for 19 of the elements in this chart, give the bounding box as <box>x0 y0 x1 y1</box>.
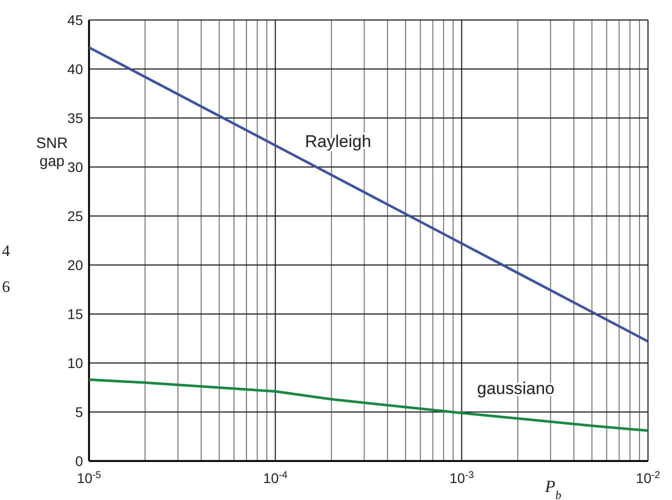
x-tick-label: 10$^{-4}$ <box>263 470 288 486</box>
x-tick-label: 10$^{-2}$ <box>636 470 660 486</box>
y-tick-label: 20 <box>67 257 84 273</box>
x-tick-label: 10$^{-3}$ <box>450 470 474 486</box>
x-tick-label: 10$^{-5}$ <box>76 470 102 486</box>
y-tick-label: 35 <box>67 110 84 126</box>
y-tick-label: 15 <box>67 306 84 322</box>
y-tick-label: 40 <box>67 61 84 77</box>
y-tick-label: 25 <box>67 208 84 224</box>
y-axis-title: SNR gap <box>36 135 68 170</box>
y-tick-label: 0 <box>75 453 84 469</box>
line-series <box>88 46 650 343</box>
y-tick-label: 10 <box>67 355 84 371</box>
text: 6 <box>2 279 10 296</box>
y-tick-label: 45 <box>67 12 84 28</box>
y-tick-label: 5 <box>75 404 84 420</box>
y-tick-label: 30 <box>67 159 84 175</box>
x-axis-title: P$_{b}$ <box>544 477 562 500</box>
text: 4 <box>2 243 10 260</box>
